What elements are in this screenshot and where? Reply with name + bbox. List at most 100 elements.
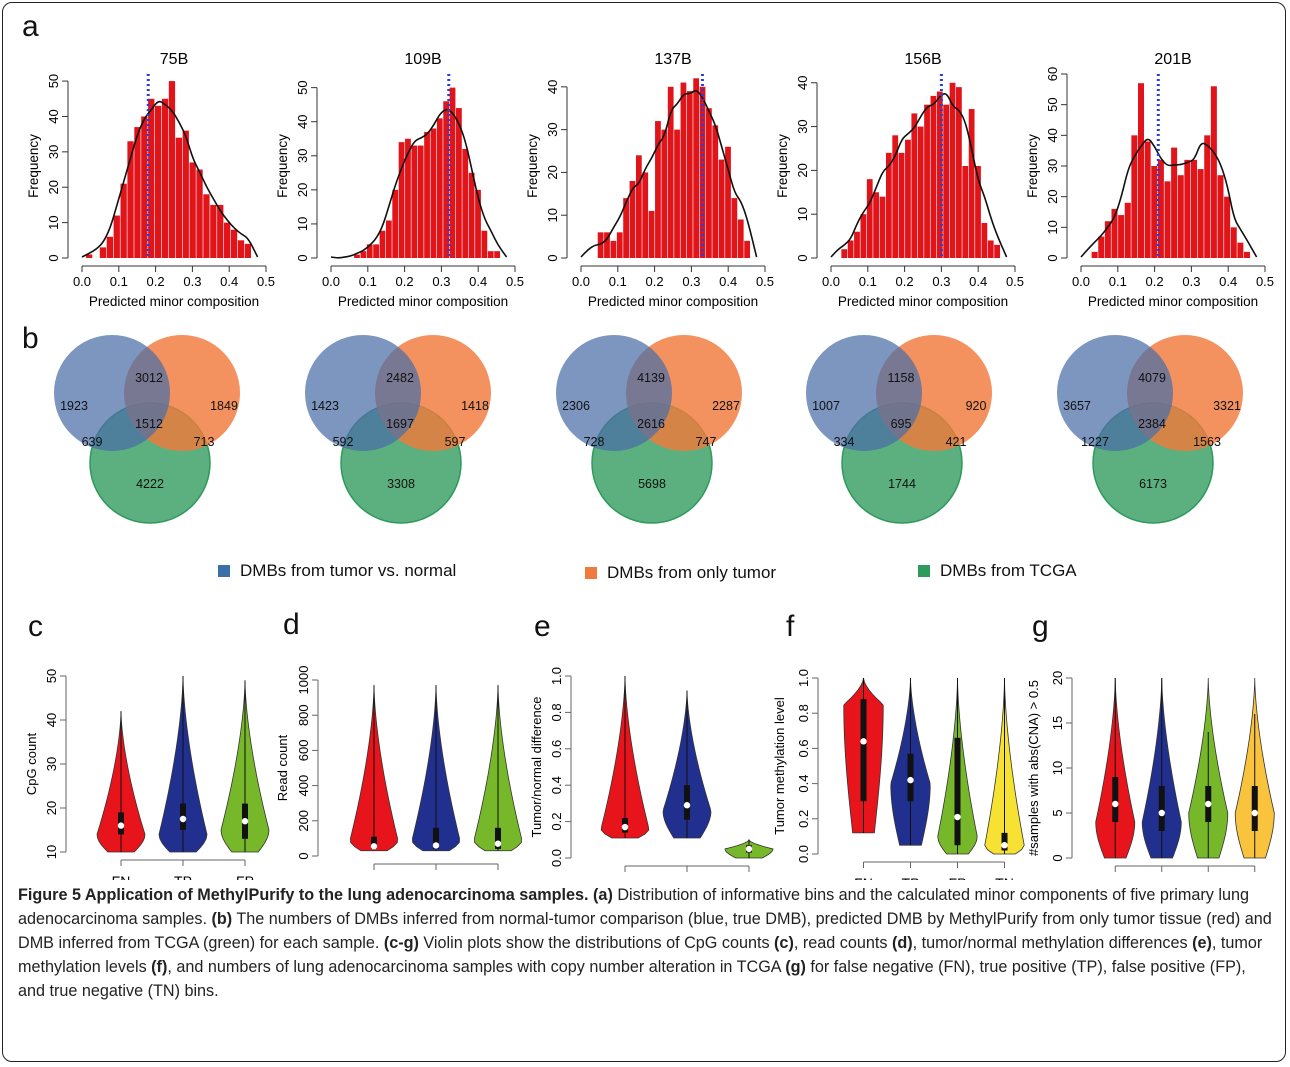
histogram-137B: 137B 0.0 0.1 0.2 0.3 0.4 0.5 Predicted minor co… [525, 51, 774, 309]
histogram-bar [1204, 135, 1211, 258]
x-tick-label: 0.0 [1072, 274, 1090, 289]
x-tick-label: 0.3 [932, 274, 950, 289]
violin-median-dot [432, 842, 440, 849]
histogram-bar [411, 145, 418, 258]
x-tick-label: 0.4 [969, 274, 987, 289]
y-axis-label: Frequency [275, 134, 290, 198]
y-tick-label: 50 [44, 669, 59, 683]
histogram-bar [1151, 166, 1158, 258]
y-tick-label: 0 [1045, 254, 1060, 261]
violin-row: FNTPFP1020304050CpG countFNTPFP020040060… [24, 666, 1275, 880]
y-tick-label: 40 [44, 713, 59, 727]
venn-count-blue-orange: 2482 [386, 371, 414, 385]
histogram-bar [106, 236, 113, 258]
histogram-bar [854, 231, 860, 258]
violin-median-dot [1158, 809, 1165, 817]
histogram-bar [1157, 159, 1164, 258]
violin-median-dot [621, 823, 629, 831]
histogram-bar [203, 194, 210, 258]
venn-count-orange-green: 1563 [1193, 435, 1221, 449]
venn-circle-tumor-vs-normal [305, 335, 421, 451]
histogram-bar [481, 230, 488, 258]
histogram-bar [892, 135, 899, 258]
y-tick-label: 40 [295, 114, 310, 128]
venn-row: 1923 3012 1849 1512 639 713 4222 1423 2482 1418 16… [54, 335, 1243, 524]
histogram-bar [905, 139, 911, 258]
venn-count-blue-green: 592 [333, 435, 354, 449]
x-tick-label: 0.5 [257, 274, 275, 289]
density-curve [81, 100, 259, 258]
caption-text: , read counts [793, 934, 892, 952]
x-tick-label: TP [427, 877, 445, 880]
x-tick-label: FP [489, 877, 507, 880]
venn-count-blue-green: 728 [584, 435, 605, 449]
x-tick-label: FP [236, 873, 254, 880]
y-tick-label: 50 [46, 74, 61, 88]
y-tick-label: 800 [296, 704, 311, 726]
venn-diagram-4: 1007 1158 920 695 334 421 1744 [806, 335, 992, 524]
histogram-bar [1137, 83, 1145, 258]
x-tick-label: FN [1106, 879, 1125, 880]
histogram-bar [244, 243, 251, 258]
x-tick-label: 0.2 [646, 274, 664, 289]
histogram-bar [879, 196, 886, 258]
x-axis-label: Predicted minor composition [89, 294, 259, 309]
caption-text: Violin plots show the distributions of C… [418, 934, 775, 952]
histogram-bar [443, 101, 450, 258]
venn-count-blue-orange: 1158 [888, 371, 915, 385]
x-tick-label: 0.0 [822, 274, 840, 289]
histogram-bar [1237, 242, 1244, 258]
panel-label-d: d [283, 608, 300, 641]
venn-circle-tumor-vs-normal [1057, 335, 1173, 451]
histogram-bar [866, 179, 873, 258]
y-tick-label: 0.0 [796, 845, 811, 863]
y-tick-label: 50 [1045, 97, 1060, 111]
histogram-bar [168, 81, 176, 258]
x-tick-label: FP [1199, 879, 1217, 880]
histogram-bar [956, 87, 962, 259]
histogram-bar [1171, 147, 1178, 258]
venn-count-orange-only: 1418 [461, 399, 489, 413]
histogram-bar [379, 230, 386, 258]
y-axis-label: Tumor/normal difference [529, 697, 544, 838]
y-axis-label: Read count [275, 734, 290, 801]
y-tick-label: 10 [545, 208, 560, 222]
x-tick-label: 0.1 [110, 274, 128, 289]
violin-median-dot [370, 843, 378, 850]
histogram-bar [449, 87, 456, 258]
x-tick-label: 0.2 [1146, 274, 1164, 289]
histogram-bar [686, 91, 693, 259]
x-tick-label: 0.3 [682, 274, 700, 289]
x-tick-label: 0.5 [756, 274, 774, 289]
histogram-bar [462, 148, 469, 258]
violin-median-dot [1112, 800, 1119, 808]
histogram-bar [1144, 141, 1151, 258]
y-tick-label: 0 [545, 254, 560, 261]
histogram-bar [604, 232, 610, 258]
histogram-bar [398, 142, 405, 258]
venn-count-orange-green: 747 [696, 435, 717, 449]
y-tick-label: 0.6 [549, 740, 564, 758]
histogram-bar [113, 215, 120, 258]
y-tick-label: 40 [795, 76, 810, 90]
venn-count-blue-only: 3657 [1063, 399, 1091, 413]
venn-count-green-only: 4222 [136, 477, 164, 491]
histogram-bar [1197, 169, 1204, 258]
histogram-bar [99, 247, 107, 258]
histogram-bar [161, 98, 169, 259]
histogram-bar [968, 109, 975, 258]
histogram-bar [385, 220, 392, 258]
violin-median-dot [1001, 842, 1008, 849]
caption-text: The numbers of DMBs inferred from normal… [18, 910, 1272, 952]
y-tick-label: 20 [1045, 189, 1060, 203]
histogram-109B: 109B 0.0 0.1 0.2 0.3 0.4 0.5 Predicted minor co… [275, 51, 524, 309]
venn-count-blue-orange: 3012 [135, 371, 163, 385]
x-tick-label: 0.5 [506, 274, 524, 289]
histogram-bar [1210, 86, 1217, 259]
y-tick-label: 40 [1045, 128, 1060, 142]
y-tick-label: 400 [296, 775, 311, 797]
histogram-bar [1243, 251, 1250, 258]
histogram-bar [623, 198, 629, 258]
x-tick-label: FN [616, 879, 635, 880]
x-tick-label: 0.5 [1256, 274, 1274, 289]
